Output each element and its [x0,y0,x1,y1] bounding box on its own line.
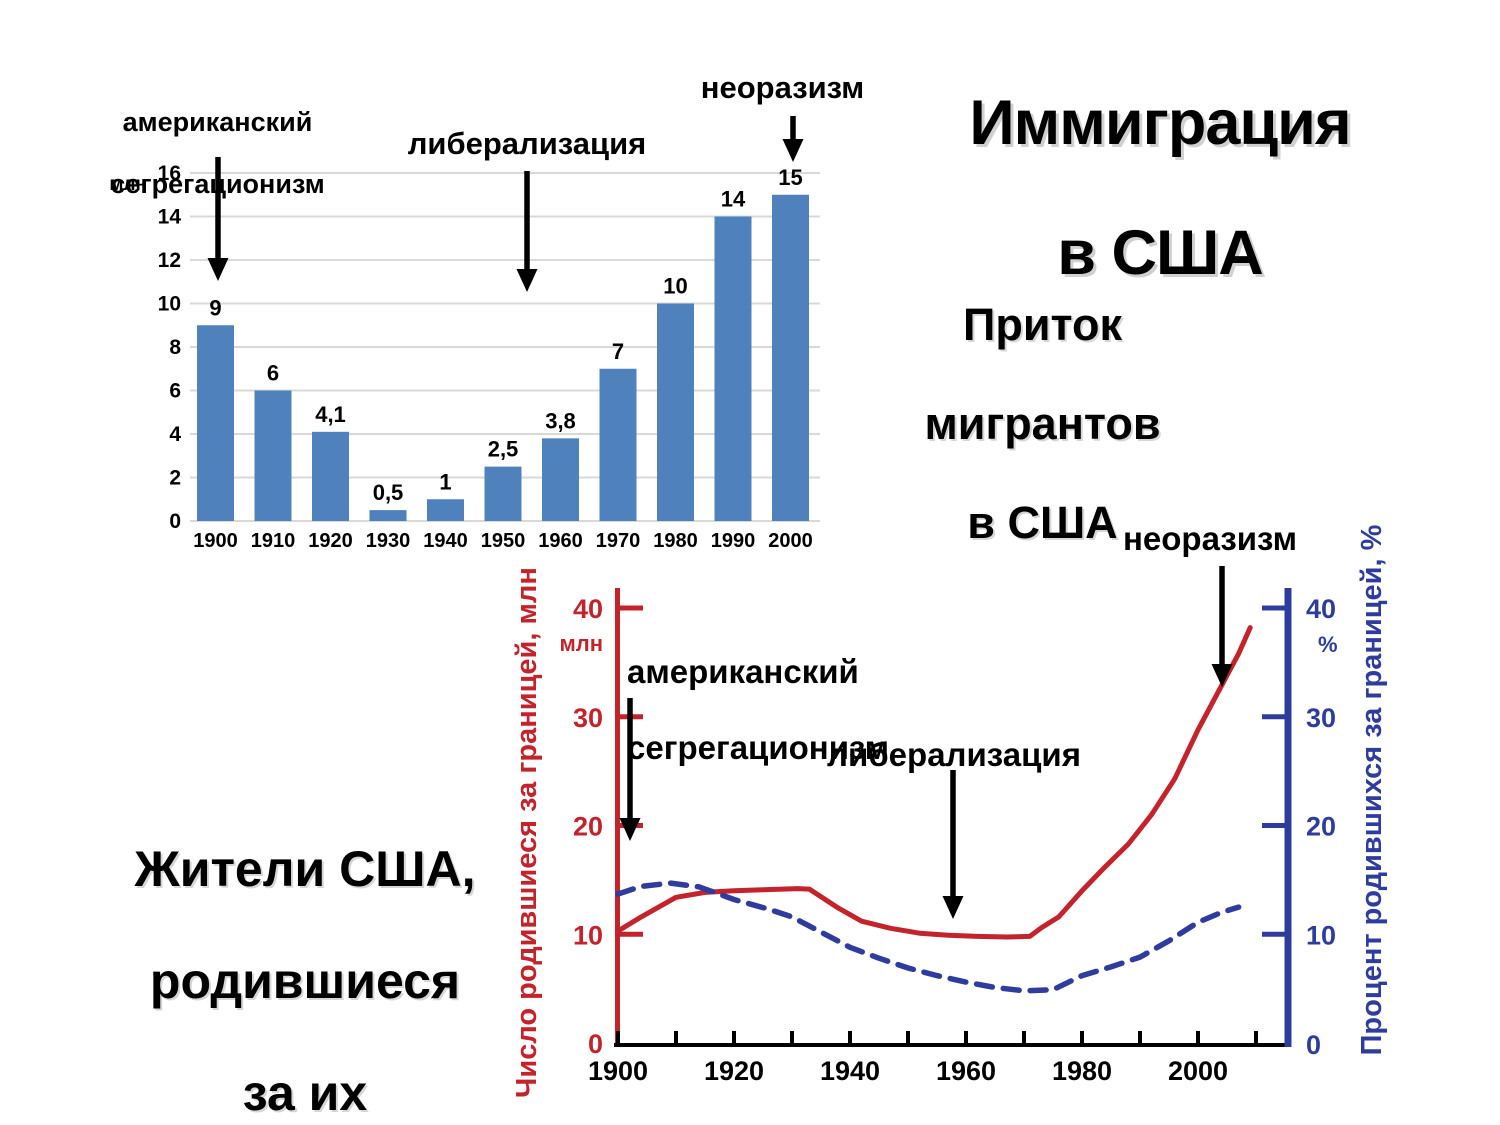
bar-x-tick-label: 1900 [193,530,238,552]
bar-chart: 0 2 4 6 8 10 12 14 16 млн 9 1900 6 1910 4,1 1920 0,5 1930… [109,162,820,552]
x-axis-tick-label: 2000 [1168,1056,1228,1086]
bar-x-tick-label: 1970 [596,530,641,552]
bar-caption-line1: Приток [963,298,1122,350]
annotation-neoracism-top: неоразизм [700,70,865,105]
x-axis-tick-label: 1980 [1052,1056,1112,1086]
bar-1950 [484,466,522,521]
bar-value-label: 10 [663,274,687,299]
bar-caption-line2: мигрантов [924,397,1161,449]
line-caption-line3: за их [242,1065,368,1121]
bar-y-tick-label: 14 [158,206,182,229]
bar-x-tick-label: 1950 [481,530,526,552]
bar-y-axis-unit: млн [109,174,147,195]
slide-title-line1: Иммиграция [969,87,1351,158]
right-axis-tick-label: 0 [1306,1030,1321,1060]
left-axis-tick-label: 30 [573,703,603,733]
left-axis-tick-label: 0 [588,1029,603,1059]
x-axis-tick-label: 1960 [936,1056,996,1086]
line-chart-caption: Жители США, родившиеся за их пределами [75,785,535,1125]
right-axis-tick-label: 30 [1306,703,1336,733]
series-millions-line [615,625,1253,940]
annotation-liberalization-top: либерализация [407,126,647,161]
bar-1900 [197,325,234,521]
bar-x-tick-label: 1980 [653,530,698,552]
bar-1970 [599,368,637,521]
bar-1910 [254,390,292,521]
bar-value-label: 14 [721,187,746,212]
annotation-segregation-bottom: американский сегрегационизм [627,615,957,805]
segregation-line1: американский [122,107,313,138]
bar-y-tick-label: 12 [158,249,181,272]
bar-y-tick-label: 4 [169,423,181,446]
right-axis-unit: % [1318,632,1338,657]
arrow-segregation-top-head [207,258,229,281]
left-axis-unit: млн [559,631,603,656]
bar-x-tick-label: 1930 [366,530,411,552]
left-axis-tick-label: 40 [573,594,603,624]
bar-1960 [542,438,579,521]
bar-value-label: 6 [267,361,279,386]
bar-x-tick-label: 1990 [711,530,756,552]
arrow-liberalization-bottom-head [942,896,964,919]
arrow-segregation-bottom-head [619,818,641,841]
left-axis-tick-label: 10 [573,920,603,950]
line-caption-line1: Жители США, [134,841,476,897]
arrow-liberalization-top-head [516,269,538,292]
arrow-neoracism-bottom-head [1211,664,1233,687]
bar-y-tick-label: 2 [169,467,181,490]
bar-x-tick-label: 1960 [538,530,583,552]
bar-1980 [657,303,694,521]
x-axis-tick-label: 1940 [820,1056,880,1086]
segregation-b-line1: американский [627,652,859,690]
bar-1990 [714,216,752,521]
annotation-segregation-top: американский сегрегационизм [65,76,370,231]
line-chart-left-axis-title: Число родившиеся за границей, млн [511,567,543,1098]
bar-value-label: 7 [612,339,624,364]
slide-title-line2: в США [1057,217,1264,288]
right-axis-tick-label: 40 [1306,594,1336,624]
bar-1930 [369,510,407,521]
bar-value-label: 4,1 [315,402,346,427]
bar-chart-caption: Приток мигрантов в США [855,250,1230,597]
bar-x-tick-label: 1940 [423,530,468,552]
segregation-line2: сегрегационизм [110,169,325,200]
right-axis-tick-label: 20 [1306,812,1336,842]
segregation-b-line2: сегрегационизм [627,728,890,766]
bar-value-label: 9 [209,295,221,320]
line-chart: 0 10 20 30 40 млн 1900 1920 1940 1960 1980 2000 0 10 2… [559,588,1338,1086]
bar-x-tick-label: 1910 [251,530,296,552]
arrow-neoracism-top-head [782,139,804,162]
bar-caption-line3: в США [967,496,1118,548]
x-axis-tick-label: 1900 [588,1056,648,1086]
right-axis-tick-label: 10 [1306,920,1336,950]
bar-value-label: 2,5 [488,437,519,462]
bar-1940 [427,499,464,521]
x-axis-tick-label: 1920 [704,1056,764,1086]
line-chart-right-axis-title: Процент родившихся за границей, % [1356,524,1388,1056]
bar-value-label: 3,8 [545,408,576,433]
bar-value-label: 0,5 [373,480,404,505]
bar-value-label: 1 [439,469,451,494]
left-axis-tick-label: 20 [573,812,603,842]
bar-y-tick-label: 0 [169,510,181,533]
annotation-liberalization-bottom: либерализация [827,736,1081,773]
bar-value-label: 15 [778,165,802,190]
annotation-neoracism-bottom: неоразизм [1122,520,1298,557]
bar-1920 [312,431,349,521]
series-percent-line [615,880,1242,994]
bar-y-tick-label: 6 [169,380,181,403]
annotation-arrows [207,116,1233,919]
bar-y-tick-label: 10 [158,293,181,316]
bar-y-tick-label: 16 [158,162,181,185]
line-caption-line2: родившиеся [149,953,461,1009]
bar-y-tick-label: 8 [169,336,181,359]
bar-x-tick-label: 1920 [308,530,353,552]
bar-x-tick-label: 2000 [768,530,813,552]
slide-title: Иммиграция в США [880,26,1440,350]
bar-2000 [772,194,809,521]
